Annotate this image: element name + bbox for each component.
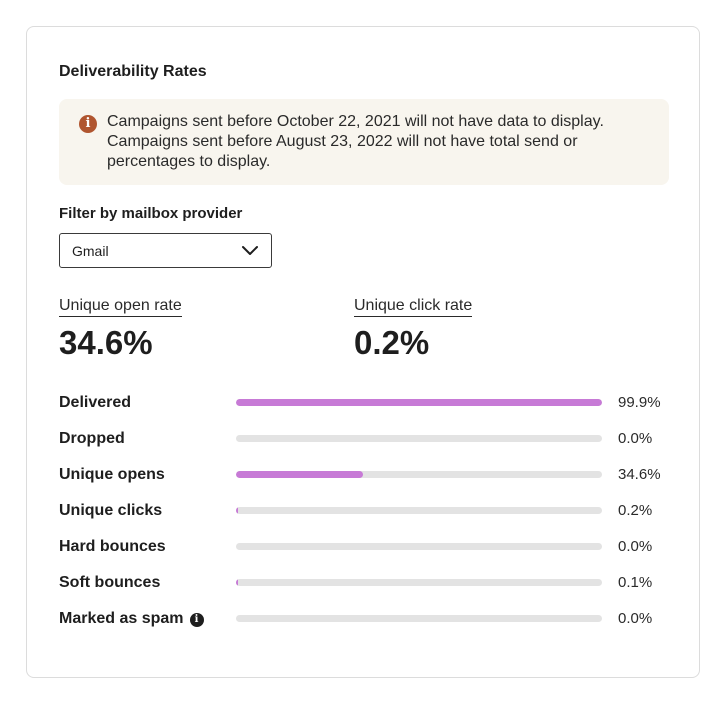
- rate-label-text: Dropped: [59, 430, 125, 447]
- deliverability-card: Deliverability Rates i Campaigns sent be…: [26, 26, 700, 678]
- rate-bar-track: [236, 579, 602, 586]
- rate-row: Delivered 99.9%: [59, 391, 679, 427]
- select-value: Gmail: [72, 243, 109, 259]
- filter-label: Filter by mailbox provider: [59, 205, 243, 222]
- rate-bar-fill: [236, 507, 239, 514]
- unique-click-rate-label[interactable]: Unique click rate: [354, 297, 473, 317]
- rate-label-text: Delivered: [59, 394, 132, 411]
- rate-label-text: Marked as spam: [59, 610, 184, 627]
- info-notice: i Campaigns sent before October 22, 2021…: [59, 99, 669, 185]
- rate-label: Dropped: [59, 430, 125, 448]
- unique-open-rate-label[interactable]: Unique open rate: [59, 297, 182, 317]
- rate-label: Marked as spam i: [59, 610, 204, 628]
- chevron-down-icon: [242, 246, 258, 255]
- rate-bar-track: [236, 507, 602, 514]
- rate-value: 34.6%: [618, 466, 661, 483]
- rate-row: Soft bounces 0.1%: [59, 571, 679, 607]
- rate-label: Unique opens: [59, 466, 165, 484]
- unique-click-rate-value: 0.2%: [354, 324, 430, 361]
- rate-label: Unique clicks: [59, 502, 162, 520]
- rate-value: 0.0%: [618, 430, 653, 447]
- rate-bar-fill: [236, 471, 363, 478]
- rate-bar-track: [236, 615, 602, 622]
- rate-label-text: Soft bounces: [59, 574, 161, 591]
- rate-bar-track: [236, 543, 602, 550]
- panel-title: Deliverability Rates: [59, 63, 207, 80]
- rates-list: Delivered 99.9% Dropped 0.0% Unique opens 34.…: [59, 391, 679, 643]
- unique-open-rate-value: 34.6%: [59, 324, 153, 361]
- rate-value: 0.1%: [618, 574, 653, 591]
- info-icon[interactable]: i: [189, 613, 204, 627]
- rate-label: Hard bounces: [59, 538, 166, 556]
- rate-value: 0.0%: [618, 610, 653, 627]
- info-circle-icon: i: [79, 115, 97, 133]
- rate-bar-track: [236, 399, 602, 406]
- rate-label: Soft bounces: [59, 574, 160, 592]
- rate-value: 0.2%: [618, 502, 653, 519]
- rate-label-text: Hard bounces: [59, 538, 166, 555]
- rate-label: Delivered: [59, 394, 131, 412]
- mailbox-provider-select[interactable]: Gmail: [59, 233, 272, 268]
- rate-value: 99.9%: [618, 394, 661, 411]
- rate-row: Marked as spam i 0.0%: [59, 607, 679, 643]
- rate-bar-fill: [236, 399, 602, 406]
- notice-text: Campaigns sent before October 22, 2021 w…: [107, 113, 604, 170]
- rate-row: Unique clicks 0.2%: [59, 499, 679, 535]
- rate-bar-track: [236, 435, 602, 442]
- rate-bar-track: [236, 471, 602, 478]
- rate-value: 0.0%: [618, 538, 653, 555]
- rate-row: Hard bounces 0.0%: [59, 535, 679, 571]
- rate-row: Unique opens 34.6%: [59, 463, 679, 499]
- rate-label-text: Unique clicks: [59, 502, 163, 519]
- rate-row: Dropped 0.0%: [59, 427, 679, 463]
- rate-bar-fill: [236, 579, 239, 586]
- rate-label-text: Unique opens: [59, 466, 165, 483]
